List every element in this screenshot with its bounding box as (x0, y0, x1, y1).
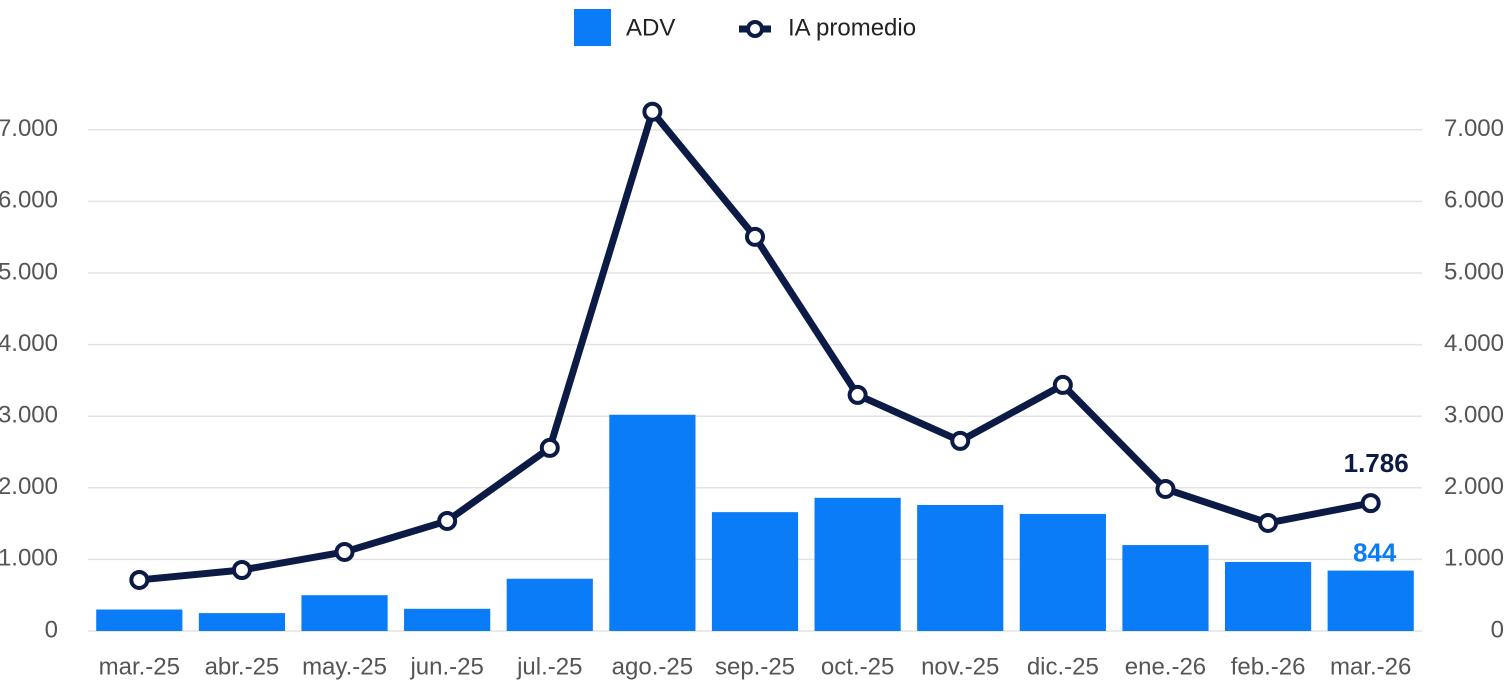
bar (1122, 545, 1209, 631)
point (950, 430, 971, 451)
x-tick-label: jul.-25 (516, 653, 582, 680)
x-tick-label: nov.-25 (921, 653, 999, 680)
x-tick-label: may.-25 (302, 653, 387, 680)
point (642, 101, 663, 122)
y2-tick-label: 3.000 (1444, 402, 1504, 429)
point (1052, 374, 1073, 395)
bar (1224, 561, 1312, 631)
x-tick-label: mar.-26 (1330, 653, 1411, 680)
y2-tick-label: 7.000 (1444, 115, 1504, 142)
data-label: 844 (1353, 537, 1397, 567)
x-tick-label: sep.-25 (715, 653, 795, 680)
bar (1019, 513, 1106, 631)
y-tick-label: 5.000 (0, 258, 58, 285)
y-tick-label: 6.000 (0, 187, 58, 214)
y-tick-label: 2.000 (0, 473, 58, 500)
x-tick-label: jun.-25 (409, 653, 483, 680)
point (1258, 512, 1279, 533)
x-tick-label: ago.-25 (612, 653, 693, 680)
bar (1327, 570, 1414, 631)
bar (96, 609, 183, 631)
point (437, 510, 458, 531)
bar (609, 414, 696, 631)
y2-tick-label: 6.000 (1444, 187, 1504, 214)
line (138, 108, 1372, 584)
x-tick-label: ene.-26 (1125, 653, 1206, 680)
bar (198, 613, 286, 631)
point (847, 384, 868, 405)
point (231, 559, 252, 580)
bar (506, 578, 593, 631)
y-tick-label: 7.000 (0, 115, 58, 142)
bar (814, 497, 901, 631)
x-tick-label: oct.-25 (821, 653, 894, 680)
y2-tick-label: 1.000 (1444, 545, 1504, 572)
y2-tick-label: 2.000 (1444, 473, 1504, 500)
legend-swatch (574, 9, 611, 46)
point (539, 437, 560, 458)
point (1360, 493, 1381, 514)
legend-swatch (746, 20, 764, 38)
point (745, 226, 765, 247)
x-tick-label: abr.-25 (205, 653, 280, 680)
bar (301, 595, 388, 631)
bar (917, 504, 1004, 631)
legend-label: ADV (626, 14, 675, 41)
data-label: 1.786 (1344, 448, 1409, 478)
bar (711, 512, 799, 631)
legend-label: IA promedio (788, 14, 916, 41)
x-tick-label: feb.-26 (1231, 653, 1306, 680)
y-tick-label: 1.000 (0, 545, 58, 572)
y2-tick-label: 4.000 (1444, 330, 1504, 357)
bar (404, 608, 491, 631)
y2-tick-label: 0 (1491, 616, 1504, 643)
x-tick-label: mar.-25 (99, 653, 180, 680)
point (1155, 478, 1176, 499)
y-tick-label: 3.000 (0, 402, 58, 429)
x-tick-label: dic.-25 (1027, 653, 1099, 680)
y-tick-label: 4.000 (0, 330, 58, 357)
y2-tick-label: 5.000 (1444, 258, 1504, 285)
point (334, 541, 355, 562)
point (129, 569, 150, 590)
y-tick-label: 0 (45, 616, 58, 643)
